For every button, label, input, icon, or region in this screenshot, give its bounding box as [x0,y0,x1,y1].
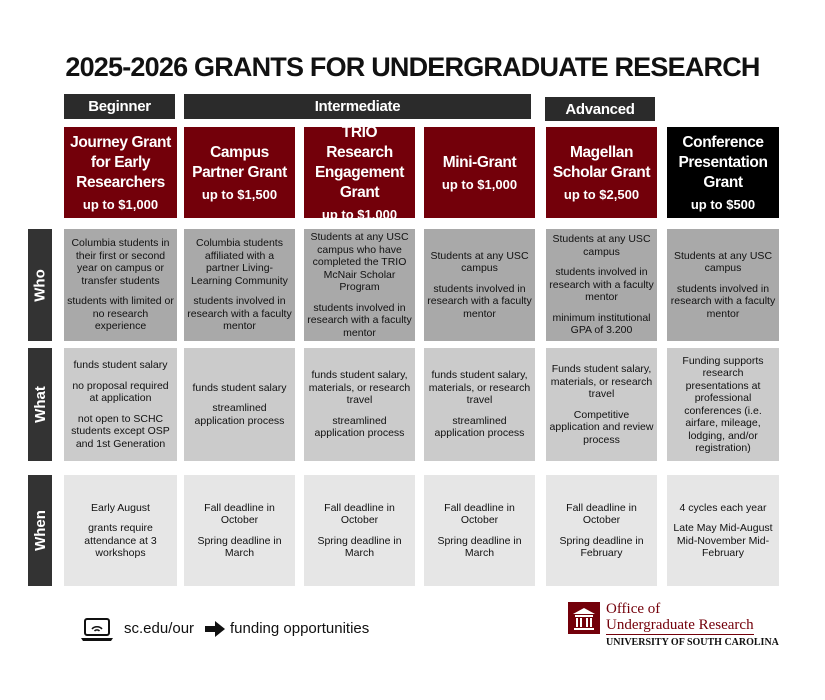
grant-name: Magellan Scholar Grant [552,144,651,181]
what-text: streamlined application process [194,402,285,427]
when-text: Spring deadline in March [197,534,282,560]
office-line1: Office of [606,601,661,617]
level-label: Advanced [545,97,655,121]
who-text: Students at any USC campus who have comp… [310,231,409,293]
when-text: Fall deadline in October [204,501,275,527]
when-text: grants require attendance at 3 workshops [84,522,157,559]
when-text: Spring deadline in March [437,534,522,560]
what-cell: funds student salary, materials, or rese… [304,348,415,461]
level-label: Intermediate [184,94,531,119]
grant-header: TRIO Research Engagement Grant up to $1,0… [304,124,415,222]
grant-header: Campus Partner Grant up to $1,500 [184,127,295,218]
what-cell: funds student salary no proposal required… [64,348,177,461]
who-text: students involved in research with a fac… [307,301,412,339]
who-text: Columbia students affiliated with a part… [191,237,288,287]
who-text: students involved in research with a fac… [427,282,532,320]
laptop-icon [81,618,113,641]
link-text: funding opportunities [230,620,370,637]
grant-amount: up to $1,000 [321,207,398,222]
grant-amount: up to $1,500 [201,187,278,202]
what-text: funds student salary [192,381,287,394]
when-cell: Early August grants require attendance at… [64,475,177,586]
what-text: Funding supports research presentations … [682,354,764,455]
who-text: Students at any USC campus [673,249,773,275]
grant-name: Journey Grant for Early Researchers [70,134,171,191]
what-cell: funds student salary streamlined applicat… [184,348,295,461]
what-text: Competitive application and review proce… [549,408,654,446]
who-text: Students at any USC campus [552,233,651,258]
when-text: Fall deadline in October [566,501,637,527]
grant-amount: up to $1,000 [82,197,159,212]
what-text: funds student salary, materials, or rese… [308,369,411,407]
title: 2025-2026 GRANTS FOR UNDERGRADUATE RESEA… [65,52,760,82]
who-cell: Students at any USC campus students invol… [424,229,535,341]
what-text: not open to SCHC students except OSP and… [71,412,170,450]
who-text: students with limited or no research exp… [67,295,174,333]
who-cell: Students at any USC campus students invol… [667,229,779,341]
when-text: Early August [91,501,150,514]
what-cell: funds student salary, materials, or rese… [424,348,535,461]
when-text: Fall deadline in October [324,501,395,527]
who-text: students involved in research with a fac… [670,282,776,320]
when-text: Spring deadline in February [559,534,644,560]
when-text: 4 cycles each year [679,501,767,514]
grant-header: Mini-Grant up to $1,000 [424,127,535,218]
who-cell: Columbia students in their first or seco… [64,229,177,341]
grant-header: Journey Grant for Early Researchers up to… [64,127,177,218]
grant-amount: up to $500 [690,197,756,212]
grant-name: TRIO Research Engagement Grant [314,124,404,201]
who-text: students involved in research with a fac… [187,295,292,333]
who-text: minimum institutional GPA of 3.200 [552,311,651,337]
university: UNIVERSITY OF SOUTH CAROLINA [606,637,779,648]
arrow-icon [205,621,225,637]
who-cell: Students at any USC campus students invol… [546,229,657,341]
when-text: Spring deadline in March [317,534,402,560]
grant-name: Conference Presentation Grant [678,134,768,191]
who-text: Columbia students in their first or seco… [71,237,170,287]
grant-header: Conference Presentation Grant up to $500 [667,127,779,218]
who-cell: Students at any USC campus who have comp… [304,229,415,341]
grant-name: Mini-Grant [442,154,517,171]
when-cell: 4 cycles each year Late May Mid-August Mi… [667,475,779,586]
when-text: Fall deadline in October [444,501,515,527]
row-label-text: What [31,386,49,423]
grant-name: Campus Partner Grant [192,144,287,181]
level-label: Beginner [64,94,175,119]
when-cell: Fall deadline in October Spring deadline … [424,475,535,586]
what-cell: Funds student salary, materials, or rese… [546,348,657,461]
grant-header: Magellan Scholar Grant up to $2,500 [546,127,657,218]
what-text: streamlined application process [314,414,405,440]
row-label-text: When [31,510,49,551]
when-cell: Fall deadline in October Spring deadline … [546,475,657,586]
when-cell: Fall deadline in October Spring deadline … [184,475,295,586]
who-text: Students at any USC campus [430,249,529,275]
row-label: When [28,475,52,586]
url: sc.edu/our [124,620,195,637]
what-text: funds student salary [73,359,168,371]
what-text: funds student salary, materials, or rese… [428,369,531,407]
logo-icon [568,602,600,634]
what-text: streamlined application process [434,414,525,440]
when-cell: Fall deadline in October Spring deadline … [304,475,415,586]
when-text: Late May Mid-August Mid-November Mid-Feb… [673,522,773,559]
what-text: no proposal required at application [72,379,169,405]
what-cell: Funding supports research presentations … [667,348,779,461]
row-label: What [28,348,52,461]
row-label-text: Who [31,268,49,302]
row-label: Who [28,229,52,341]
grant-amount: up to $1,000 [441,177,518,192]
what-text: Funds student salary, materials, or rese… [550,363,653,400]
who-cell: Columbia students affiliated with a part… [184,229,295,341]
grant-amount: up to $2,500 [563,187,640,202]
office-line2: Undergraduate Research [606,617,754,635]
who-text: students involved in research with a fac… [549,266,654,304]
